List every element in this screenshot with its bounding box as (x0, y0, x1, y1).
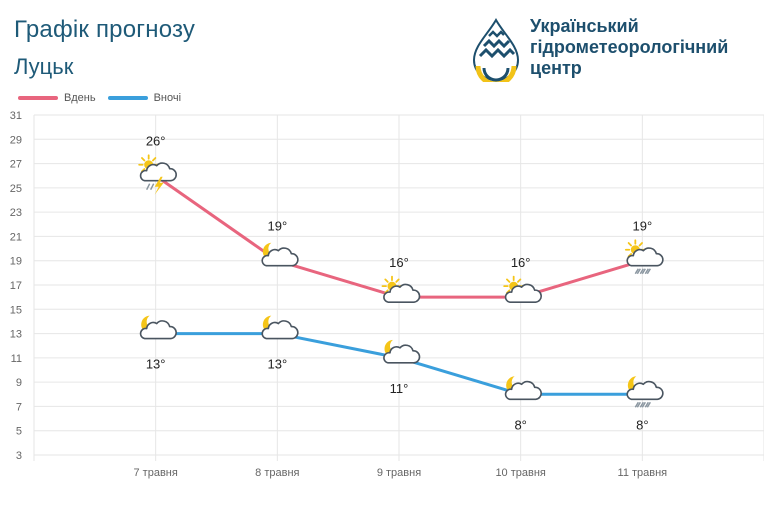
y-tick-label: 19 (10, 256, 22, 268)
moon-cloud-rain-icon (626, 376, 664, 408)
logo-line-2: гідрометеорологічний (530, 37, 729, 57)
rain-drop (145, 183, 151, 191)
y-tick-label: 27 (10, 159, 22, 171)
y-tick-label: 5 (16, 426, 22, 438)
sun-ray (152, 157, 157, 162)
city-name: Луцьк (14, 54, 74, 79)
sun-ray (141, 157, 146, 162)
data-label: 8° (514, 417, 526, 432)
y-tick-label: 17 (10, 280, 22, 292)
y-tick-label: 25 (10, 183, 22, 195)
y-tick-label: 9 (16, 377, 22, 389)
data-label: 8° (636, 417, 648, 432)
lightning-bolt (154, 176, 164, 195)
y-tick-label: 3 (16, 450, 22, 462)
legend-label-day: Вдень (64, 92, 96, 104)
moon-cloud-icon (261, 315, 299, 340)
ukrhydromet-logo: Український гідрометеорологічний центр (468, 16, 758, 87)
cloud-shape (383, 344, 421, 364)
data-label: 13° (146, 357, 166, 372)
data-label: 19° (267, 219, 287, 234)
sun-cloud-rain-icon (624, 239, 664, 275)
rain-drop (641, 401, 646, 408)
data-label: 16° (389, 255, 409, 270)
x-tick-label: 7 травня (134, 467, 178, 479)
y-tick-label: 31 (10, 110, 22, 122)
rain-drop (646, 268, 651, 275)
rain-drop (636, 401, 641, 408)
cloud-shape (139, 162, 177, 182)
rain-drop (149, 183, 155, 191)
legend-label-night: Вночі (153, 92, 182, 104)
legend-swatch-night (107, 96, 148, 100)
sun-ray (395, 278, 400, 283)
cloud-shape (383, 283, 421, 303)
rain-drop (644, 401, 649, 408)
rain-drop (639, 268, 644, 275)
sun-cloud-thunder-icon (138, 154, 177, 195)
cloud-shape (626, 247, 664, 267)
x-tick-label: 9 травня (377, 467, 421, 479)
water-drop-logo-icon (472, 17, 520, 87)
y-tick-label: 13 (10, 329, 22, 341)
sun-cloud-icon (381, 275, 421, 303)
logo-line-3: центр (530, 58, 582, 78)
chart-title: Графік прогнозу (14, 16, 196, 43)
cloud-shape (139, 320, 177, 340)
data-label: 16° (511, 255, 531, 270)
x-tick-label: 10 травня (495, 467, 545, 479)
cloud-shape (261, 247, 299, 267)
chart-legend: Вдень Вночі (18, 92, 193, 104)
data-label: 11° (390, 381, 409, 396)
legend-item-day[interactable]: Вдень (18, 92, 96, 104)
sun-ray (384, 278, 389, 283)
data-label: 26° (146, 134, 166, 149)
x-tick-label: 8 травня (255, 467, 299, 479)
data-label: 19° (632, 219, 652, 234)
rain-drop (641, 268, 646, 275)
rain-drop (634, 268, 639, 275)
data-label: 13° (267, 357, 287, 372)
y-tick-label: 23 (10, 207, 22, 219)
y-tick-label: 7 (16, 401, 22, 413)
rain-drop (644, 268, 649, 275)
legend-item-night[interactable]: Вночі (107, 92, 182, 104)
y-tick-label: 11 (11, 353, 22, 365)
cloud-shape (626, 380, 664, 401)
sun-ray (517, 278, 522, 283)
cloud-shape (261, 320, 299, 340)
sun-ray (638, 242, 643, 247)
y-tick-label: 21 (10, 231, 22, 243)
moon-cloud-icon (383, 339, 421, 364)
y-tick-label: 29 (10, 134, 22, 146)
y-tick-label: 15 (10, 304, 22, 316)
sun-ray (627, 242, 632, 247)
rain-drop (646, 401, 651, 408)
rain-drop (636, 268, 641, 275)
x-tick-label: 11 травня (618, 467, 668, 479)
moon-cloud-icon (261, 242, 299, 267)
cloud-shape (504, 380, 542, 401)
sun-cloud-icon (503, 275, 542, 303)
cloud-shape (504, 283, 542, 303)
legend-swatch-day (18, 96, 58, 100)
rain-drop (639, 401, 644, 408)
sun-ray (506, 278, 511, 283)
rain-drop (634, 401, 639, 408)
moon-cloud-icon (504, 376, 542, 401)
logo-text: Український гідрометеорологічний центр (530, 16, 728, 79)
moon-cloud-icon (139, 315, 177, 340)
logo-line-1: Український (530, 16, 639, 36)
